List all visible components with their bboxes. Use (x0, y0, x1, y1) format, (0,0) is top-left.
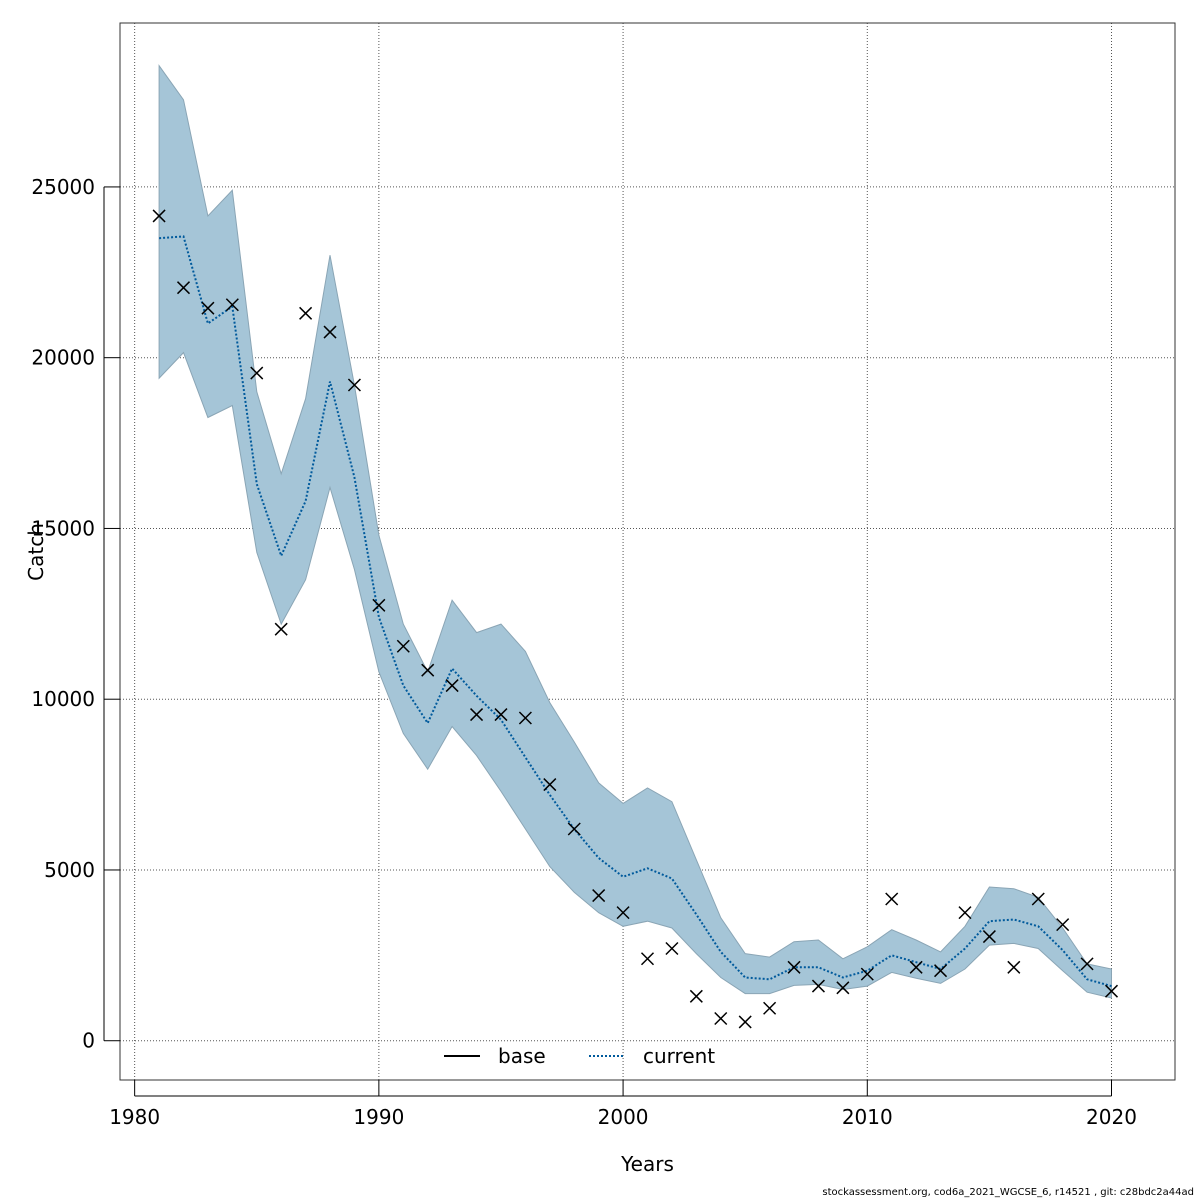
observation-point (152, 209, 166, 223)
x-tick-label: 1990 (353, 1105, 404, 1129)
legend-base-label: base (498, 1044, 546, 1068)
y-tick-label: 5000 (44, 858, 95, 882)
y-tick-label: 10000 (31, 687, 95, 711)
observation-point (934, 964, 948, 978)
observation-point (640, 952, 655, 966)
x-tick-label: 2020 (1086, 1105, 1137, 1129)
observation-point (1007, 960, 1021, 974)
observation-point (860, 967, 874, 981)
y-tick-label: 20000 (31, 346, 95, 370)
observation-point (836, 981, 850, 995)
observation-point (909, 960, 923, 974)
observation-point (787, 960, 801, 974)
observation-point (616, 906, 630, 920)
x-tick-label: 2000 (598, 1105, 649, 1129)
series-line-current (159, 235, 1112, 988)
observation-point (982, 930, 996, 944)
y-axis-title: Catch (24, 523, 48, 581)
legend: base current (444, 1044, 715, 1068)
y-tick-label: 25000 (31, 175, 95, 199)
observation-point (421, 663, 435, 677)
observation-point (543, 778, 557, 792)
x-tick-label: 1980 (109, 1105, 160, 1129)
observation-point (958, 906, 972, 920)
observation-point (1031, 892, 1045, 906)
x-axis-title: Years (620, 1152, 674, 1176)
observation-point (518, 711, 532, 725)
observation-point (201, 301, 215, 315)
observation-point (250, 366, 264, 380)
observation-point (299, 306, 313, 320)
observation-point (665, 941, 679, 956)
footer-credit: stockassessment.org, cod6a_2021_WGCSE_6,… (822, 1187, 1194, 1198)
observation-point (274, 622, 288, 636)
observation-point (470, 708, 484, 722)
observation-point (763, 1001, 777, 1015)
observation-point (689, 989, 703, 1003)
x-tick-label: 2010 (842, 1105, 893, 1129)
legend-current-label: current (643, 1044, 715, 1068)
observation-point (738, 1015, 752, 1029)
observation-point (1056, 918, 1070, 932)
y-tick-label: 0 (82, 1029, 95, 1053)
observation-point (396, 639, 410, 653)
y-tick-label: 15000 (31, 516, 95, 540)
confidence-band (158, 64, 1112, 999)
observation-point (592, 889, 606, 903)
observation-point (1104, 984, 1119, 998)
plot-frame (119, 22, 1176, 1081)
x-axis: 1980 1990 2000 2010 2020 (109, 1080, 1137, 1129)
y-axis: 0 5000 10000 15000 20000 25000 (31, 175, 120, 1053)
observation-markers (152, 209, 1119, 1029)
observation-point (176, 281, 191, 295)
observation-point (811, 979, 825, 993)
observation-point (323, 325, 337, 339)
observation-point (225, 298, 239, 312)
observation-point (1080, 957, 1094, 971)
observation-point (714, 1011, 728, 1026)
observation-point (567, 822, 581, 836)
observation-point (372, 598, 386, 612)
observation-point (445, 679, 459, 693)
observation-point (494, 708, 508, 722)
observation-point (347, 378, 361, 392)
series-lines (159, 235, 1112, 988)
observation-point (885, 892, 899, 906)
